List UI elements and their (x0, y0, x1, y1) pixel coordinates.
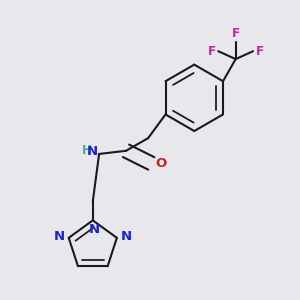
Text: O: O (155, 157, 166, 170)
Text: H: H (82, 144, 92, 157)
Text: N: N (86, 145, 98, 158)
Text: F: F (232, 27, 240, 40)
Text: F: F (256, 45, 264, 58)
Text: N: N (54, 230, 65, 243)
Text: N: N (121, 230, 132, 243)
Text: N: N (89, 223, 100, 236)
Text: F: F (208, 45, 216, 58)
